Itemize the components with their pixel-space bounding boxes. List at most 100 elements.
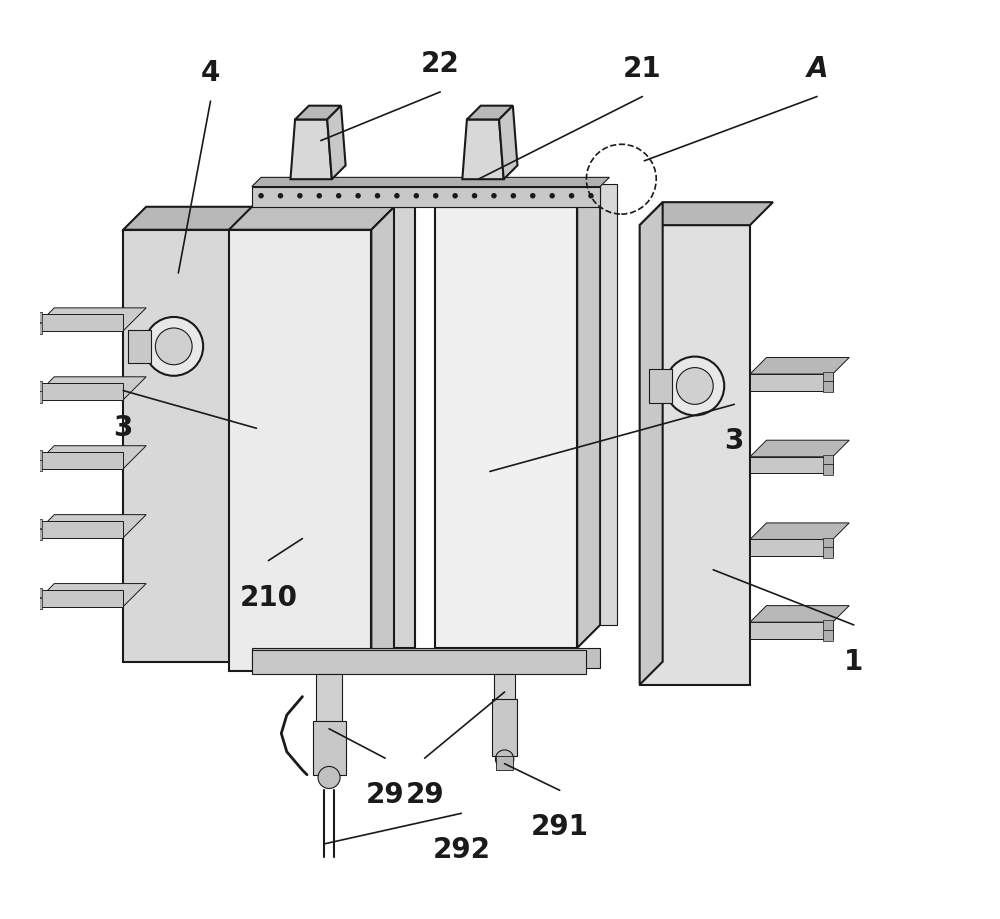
- FancyBboxPatch shape: [823, 455, 833, 464]
- Circle shape: [414, 193, 419, 199]
- Polygon shape: [750, 523, 849, 539]
- FancyBboxPatch shape: [31, 314, 123, 331]
- Polygon shape: [640, 202, 663, 685]
- FancyBboxPatch shape: [31, 521, 123, 538]
- FancyBboxPatch shape: [313, 721, 346, 775]
- FancyBboxPatch shape: [252, 648, 600, 668]
- FancyBboxPatch shape: [750, 539, 833, 556]
- FancyBboxPatch shape: [31, 519, 42, 528]
- FancyBboxPatch shape: [31, 460, 42, 471]
- Circle shape: [355, 193, 361, 199]
- Polygon shape: [31, 446, 146, 469]
- Circle shape: [491, 193, 497, 199]
- FancyBboxPatch shape: [750, 374, 833, 391]
- Text: 210: 210: [239, 584, 297, 611]
- FancyBboxPatch shape: [31, 450, 42, 460]
- Text: 29: 29: [405, 781, 444, 809]
- FancyBboxPatch shape: [316, 674, 342, 724]
- FancyBboxPatch shape: [494, 674, 515, 701]
- Polygon shape: [467, 106, 513, 119]
- Polygon shape: [290, 119, 332, 179]
- Circle shape: [511, 193, 516, 199]
- FancyBboxPatch shape: [31, 529, 42, 540]
- Circle shape: [472, 193, 477, 199]
- Polygon shape: [229, 230, 371, 671]
- FancyBboxPatch shape: [649, 369, 672, 403]
- FancyBboxPatch shape: [31, 590, 123, 607]
- FancyBboxPatch shape: [128, 330, 151, 363]
- Circle shape: [297, 193, 303, 199]
- Polygon shape: [499, 106, 517, 179]
- Circle shape: [665, 357, 724, 415]
- Circle shape: [336, 193, 341, 199]
- Circle shape: [569, 193, 574, 199]
- Text: 22: 22: [421, 51, 460, 78]
- FancyBboxPatch shape: [31, 391, 42, 403]
- FancyBboxPatch shape: [31, 323, 42, 334]
- Polygon shape: [31, 377, 146, 400]
- Polygon shape: [123, 230, 233, 662]
- FancyBboxPatch shape: [823, 464, 833, 475]
- Polygon shape: [435, 184, 600, 207]
- Circle shape: [318, 766, 340, 789]
- Polygon shape: [750, 357, 849, 374]
- FancyBboxPatch shape: [31, 381, 42, 391]
- Polygon shape: [640, 202, 773, 225]
- Text: 1: 1: [844, 648, 863, 675]
- FancyBboxPatch shape: [252, 650, 586, 674]
- FancyBboxPatch shape: [823, 620, 833, 630]
- Circle shape: [317, 193, 322, 199]
- Text: 29: 29: [366, 781, 404, 809]
- Circle shape: [375, 193, 380, 199]
- FancyBboxPatch shape: [31, 452, 123, 469]
- FancyBboxPatch shape: [394, 207, 415, 648]
- Circle shape: [588, 193, 594, 199]
- Polygon shape: [229, 207, 394, 230]
- Polygon shape: [295, 106, 341, 119]
- Polygon shape: [233, 207, 256, 662]
- Circle shape: [452, 193, 458, 199]
- Polygon shape: [31, 308, 146, 331]
- FancyBboxPatch shape: [823, 630, 833, 641]
- Polygon shape: [750, 606, 849, 622]
- Polygon shape: [383, 196, 424, 207]
- FancyBboxPatch shape: [750, 457, 833, 473]
- FancyBboxPatch shape: [252, 187, 600, 207]
- Text: 3: 3: [114, 414, 133, 441]
- FancyBboxPatch shape: [496, 756, 513, 770]
- Circle shape: [258, 193, 264, 199]
- FancyBboxPatch shape: [823, 547, 833, 558]
- FancyBboxPatch shape: [823, 381, 833, 392]
- Circle shape: [549, 193, 555, 199]
- Circle shape: [676, 368, 713, 404]
- Circle shape: [495, 750, 514, 768]
- Text: 291: 291: [531, 813, 589, 841]
- Text: 3: 3: [725, 427, 744, 455]
- Polygon shape: [462, 119, 504, 179]
- Polygon shape: [435, 207, 577, 648]
- Circle shape: [394, 193, 400, 199]
- FancyBboxPatch shape: [31, 598, 42, 609]
- Polygon shape: [31, 584, 146, 607]
- Polygon shape: [371, 207, 394, 671]
- Text: 21: 21: [623, 55, 662, 83]
- Polygon shape: [31, 515, 146, 538]
- FancyBboxPatch shape: [600, 184, 617, 625]
- Polygon shape: [750, 440, 849, 457]
- Text: 292: 292: [432, 836, 490, 864]
- FancyBboxPatch shape: [823, 372, 833, 381]
- FancyBboxPatch shape: [492, 699, 517, 756]
- Polygon shape: [577, 184, 600, 648]
- FancyBboxPatch shape: [31, 312, 42, 322]
- Polygon shape: [123, 207, 256, 230]
- Circle shape: [144, 317, 203, 376]
- FancyBboxPatch shape: [31, 588, 42, 597]
- Circle shape: [155, 328, 192, 365]
- Polygon shape: [252, 177, 609, 187]
- Text: A: A: [806, 55, 828, 83]
- Circle shape: [278, 193, 283, 199]
- FancyBboxPatch shape: [750, 622, 833, 639]
- Polygon shape: [640, 225, 750, 685]
- Circle shape: [433, 193, 438, 199]
- Polygon shape: [327, 106, 346, 179]
